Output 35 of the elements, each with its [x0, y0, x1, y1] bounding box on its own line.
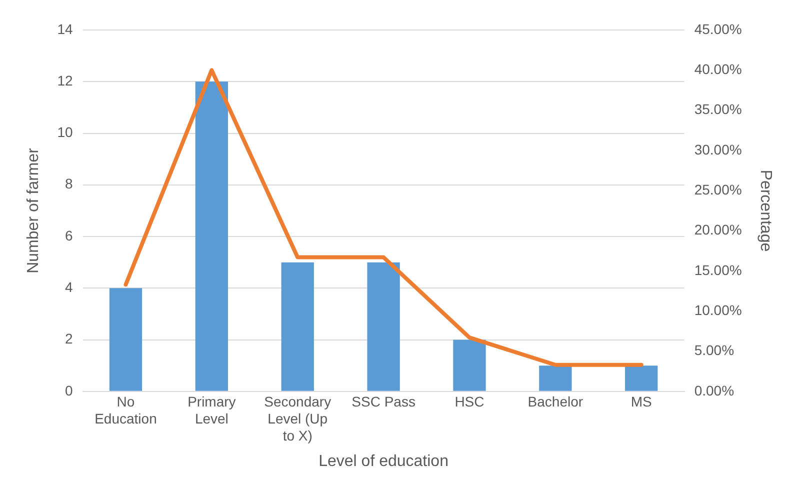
y2-tick-label: 45.00% [694, 20, 742, 37]
x-tick-label: SSC Pass [352, 394, 416, 410]
y-tick-label: 10 [57, 124, 73, 140]
y-tick-label: 4 [64, 279, 73, 295]
y2-axis-title: Percentage [756, 170, 774, 252]
x-tick-label: Bachelor [528, 394, 584, 410]
x-tick-label: Primary Level [188, 394, 236, 426]
x-tick-label: No Education [94, 394, 157, 426]
bar [109, 288, 142, 391]
y2-tick-label: 40.00% [694, 61, 742, 78]
bar [539, 366, 572, 391]
y2-tick-label: 10.00% [694, 302, 742, 318]
y-tick-label: 6 [64, 227, 73, 244]
y2-tick-label: 25.00% [694, 181, 742, 198]
y-axis-title: Number of farmer [25, 147, 42, 274]
y2-tick-label: 0.00% [694, 382, 734, 398]
y-tick-label: 14 [57, 20, 73, 37]
y-tick-label: 8 [64, 176, 73, 192]
x-axis-title: Level of education [318, 452, 448, 470]
x-tick-label: Secondary Level (Up to X) [264, 394, 332, 444]
bar [281, 262, 314, 391]
x-tick-label: HSC [454, 394, 484, 410]
y2-tick-label: 20.00% [694, 222, 742, 238]
bar [453, 340, 486, 391]
y-tick-label: 0 [64, 382, 73, 398]
y2-tick-label: 5.00% [694, 342, 734, 358]
y2-tick-label: 30.00% [694, 141, 742, 158]
bar [367, 262, 400, 391]
y2-tick-label: 15.00% [694, 262, 742, 278]
y2-tick-label: 35.00% [694, 101, 742, 118]
y-tick-label: 12 [57, 72, 73, 88]
bar [195, 82, 228, 391]
y-tick-label: 2 [64, 330, 73, 347]
x-tick-label: MS [630, 394, 652, 410]
bar [625, 366, 658, 391]
